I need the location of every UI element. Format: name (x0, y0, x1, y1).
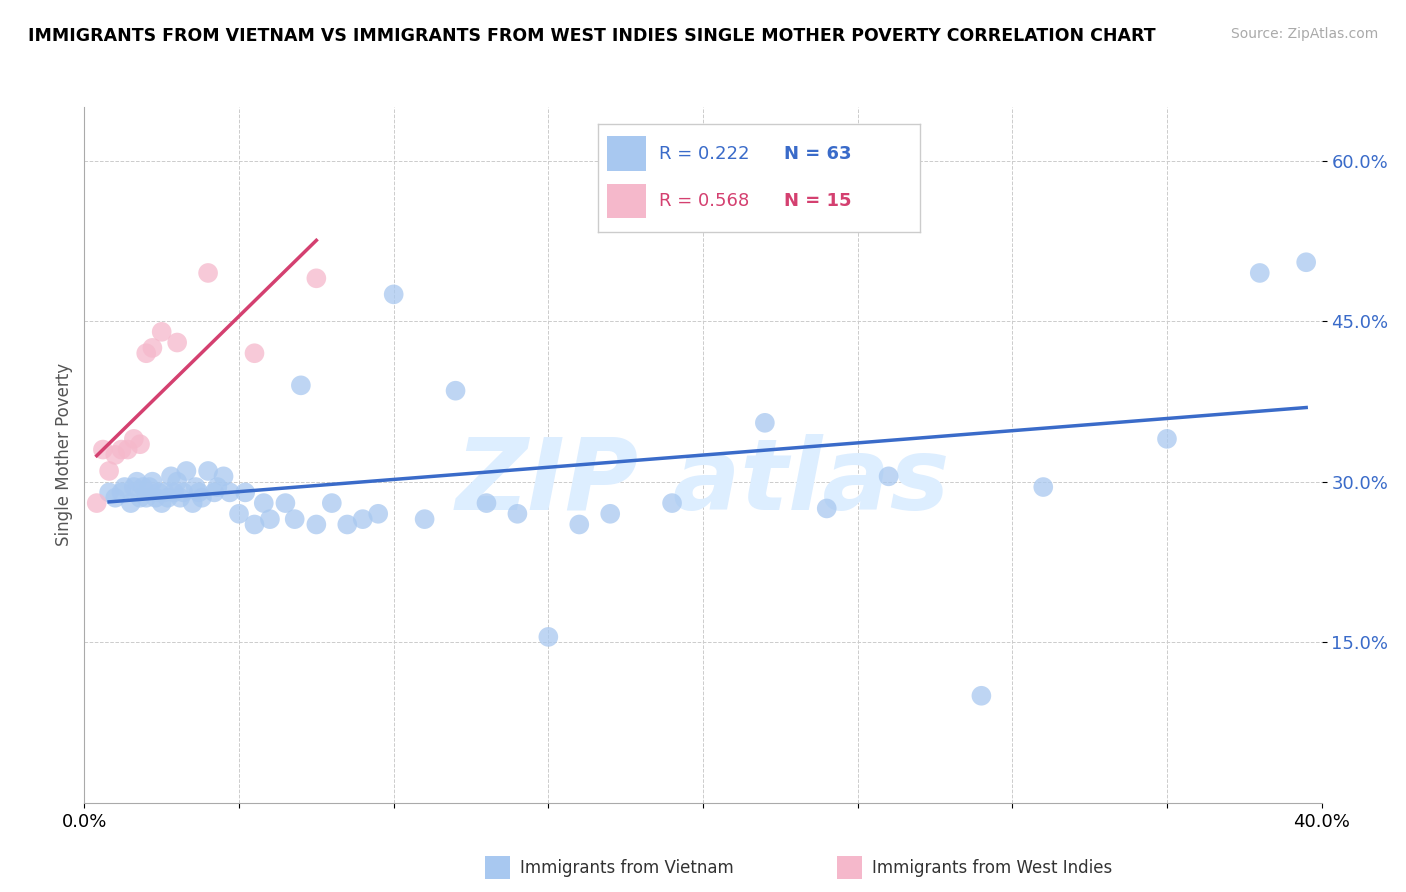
Point (207, 480, 229, 494)
Point (122, 480, 145, 494)
Point (259, 512, 281, 526)
Point (122, 432, 145, 446)
Point (274, 496, 297, 510)
Point (156, 491, 179, 505)
Point (290, 378, 312, 392)
Point (148, 485, 170, 500)
Point (336, 517, 359, 532)
Point (1156, 432, 1178, 446)
Point (98, 485, 121, 500)
Point (202, 485, 225, 500)
Point (129, 491, 152, 505)
Point (191, 491, 214, 505)
Point (145, 491, 167, 505)
Text: ZIP atlas: ZIP atlas (456, 434, 950, 532)
Point (197, 464, 219, 478)
Text: IMMIGRANTS FROM VIETNAM VS IMMIGRANTS FROM WEST INDIES SINGLE MOTHER POVERTY COR: IMMIGRANTS FROM VIETNAM VS IMMIGRANTS FR… (28, 27, 1156, 45)
Point (367, 507, 389, 521)
Point (599, 507, 621, 521)
Point (187, 485, 209, 500)
Point (153, 485, 176, 500)
Point (166, 475, 188, 489)
Point (166, 335, 188, 350)
Point (141, 341, 163, 355)
Point (132, 480, 155, 494)
Point (218, 485, 240, 500)
Text: Immigrants from West Indies: Immigrants from West Indies (872, 859, 1112, 877)
Point (413, 512, 436, 526)
Point (253, 496, 276, 510)
Point (233, 485, 256, 500)
Point (352, 512, 374, 526)
Point (970, 689, 993, 703)
Point (661, 496, 683, 510)
Text: Source: ZipAtlas.com: Source: ZipAtlas.com (1230, 27, 1378, 41)
Point (754, 416, 776, 430)
Point (181, 496, 204, 510)
Point (129, 437, 152, 451)
Point (568, 517, 591, 532)
Point (135, 491, 157, 505)
Point (212, 469, 235, 483)
Point (1295, 255, 1317, 269)
Point (305, 271, 328, 285)
Point (382, 287, 405, 301)
Point (243, 517, 266, 532)
Point (160, 469, 183, 483)
Point (444, 384, 467, 398)
Point (243, 346, 266, 360)
Point (120, 496, 142, 510)
Point (86, 496, 108, 510)
Point (321, 496, 343, 510)
Point (104, 491, 127, 505)
Point (184, 480, 207, 494)
Point (506, 507, 529, 521)
Point (1249, 266, 1271, 280)
Point (138, 480, 160, 494)
Point (284, 512, 307, 526)
Point (197, 266, 219, 280)
Point (172, 485, 194, 500)
Point (91, 442, 114, 457)
Point (141, 475, 163, 489)
Point (692, 153, 714, 168)
Y-axis label: Single Mother Poverty: Single Mother Poverty (55, 363, 73, 547)
Point (110, 442, 132, 457)
Point (228, 507, 250, 521)
Point (1032, 480, 1054, 494)
Point (104, 448, 127, 462)
Point (110, 485, 132, 500)
Point (305, 517, 328, 532)
Point (117, 442, 139, 457)
Point (877, 469, 900, 483)
Point (176, 464, 198, 478)
Point (135, 346, 157, 360)
Point (98, 464, 121, 478)
Point (150, 496, 173, 510)
Point (125, 475, 148, 489)
Point (537, 630, 560, 644)
Point (169, 491, 191, 505)
Point (475, 496, 498, 510)
Point (114, 480, 136, 494)
Point (163, 485, 186, 500)
Point (815, 501, 838, 516)
Point (150, 325, 173, 339)
Text: Immigrants from Vietnam: Immigrants from Vietnam (520, 859, 734, 877)
